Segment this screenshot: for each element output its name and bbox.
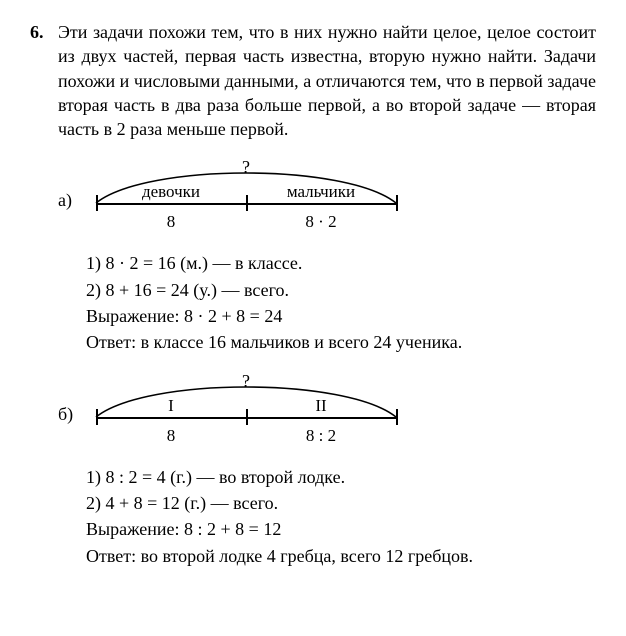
part-a-diagram: ? девочки мальчики 8 8 · 2 xyxy=(86,155,406,245)
part-a-label: а) xyxy=(30,188,86,212)
part-a-step1: 1) 8 · 2 = 16 (м.) — в классе. xyxy=(86,251,596,275)
part-b-expression: Выражение: 8 : 2 + 8 = 12 xyxy=(86,517,596,541)
part-b-step1: 1) 8 : 2 = 4 (г.) — во второй лодке. xyxy=(86,465,596,489)
part-a-seg1-bot: 8 xyxy=(96,211,246,234)
problem-intro: Эти задачи похожи тем, что в них нужно н… xyxy=(58,20,596,141)
tick-right xyxy=(396,195,398,211)
part-a-lines: 1) 8 · 2 = 16 (м.) — в классе. 2) 8 + 16… xyxy=(30,251,596,354)
part-a-expression: Выражение: 8 · 2 + 8 = 24 xyxy=(86,304,596,328)
part-b-answer: Ответ: во второй лодке 4 гребца, всего 1… xyxy=(86,544,596,568)
part-b: б) ? I II 8 8 : 2 1) 8 : 2 = 4 (г.) — во… xyxy=(30,369,596,568)
part-b-seg2-top: II xyxy=(246,395,396,418)
problem-block: 6. Эти задачи похожи тем, что в них нужн… xyxy=(30,20,596,141)
tick-right xyxy=(396,409,398,425)
part-b-step2: 2) 4 + 8 = 12 (г.) — всего. xyxy=(86,491,596,515)
problem-number: 6. xyxy=(30,20,58,44)
part-b-seg2-bot: 8 : 2 xyxy=(246,425,396,448)
part-b-row: б) ? I II 8 8 : 2 xyxy=(30,369,596,459)
part-b-seg1-top: I xyxy=(96,395,246,418)
part-a-row: а) ? девочки мальчики 8 8 · 2 xyxy=(30,155,596,245)
part-a-answer: Ответ: в классе 16 мальчиков и всего 24 … xyxy=(86,330,596,354)
part-a-seg2-top: мальчики xyxy=(246,181,396,204)
part-a-seg1-top: девочки xyxy=(96,181,246,204)
part-b-lines: 1) 8 : 2 = 4 (г.) — во второй лодке. 2) … xyxy=(30,465,596,568)
part-b-label: б) xyxy=(30,402,86,426)
part-a: а) ? девочки мальчики 8 8 · 2 1) 8 · 2 =… xyxy=(30,155,596,354)
part-b-seg1-bot: 8 xyxy=(96,425,246,448)
part-b-diagram: ? I II 8 8 : 2 xyxy=(86,369,406,459)
part-a-step2: 2) 8 + 16 = 24 (у.) — всего. xyxy=(86,278,596,302)
part-a-seg2-bot: 8 · 2 xyxy=(246,211,396,234)
